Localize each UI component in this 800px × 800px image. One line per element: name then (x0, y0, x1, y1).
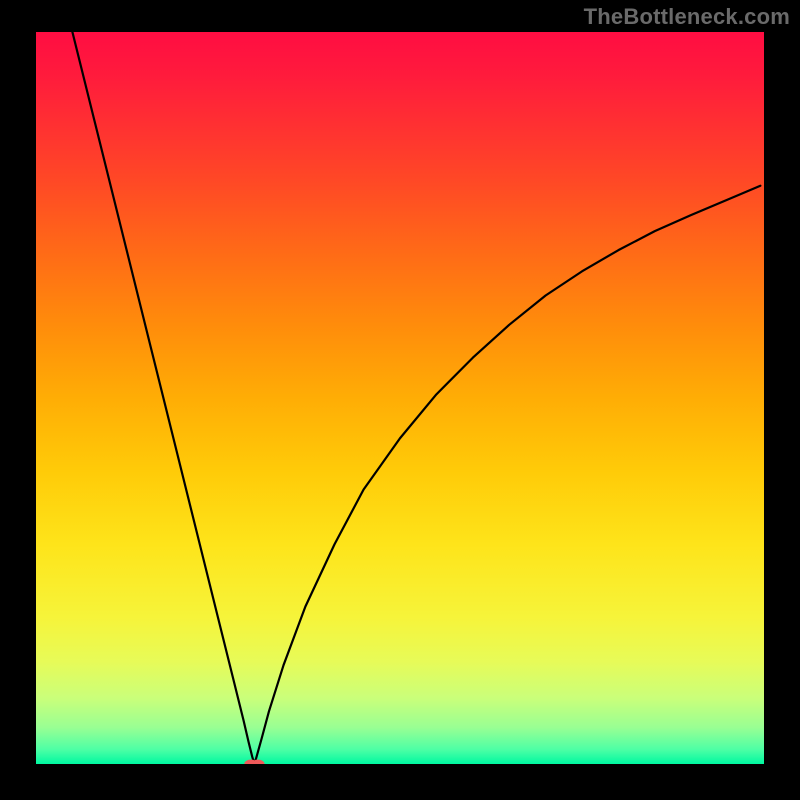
plot-svg (36, 32, 764, 764)
chart-frame: TheBottleneck.com (0, 0, 800, 800)
watermark-text: TheBottleneck.com (584, 4, 790, 30)
bottleneck-plot (36, 32, 764, 764)
plot-background (36, 32, 764, 764)
